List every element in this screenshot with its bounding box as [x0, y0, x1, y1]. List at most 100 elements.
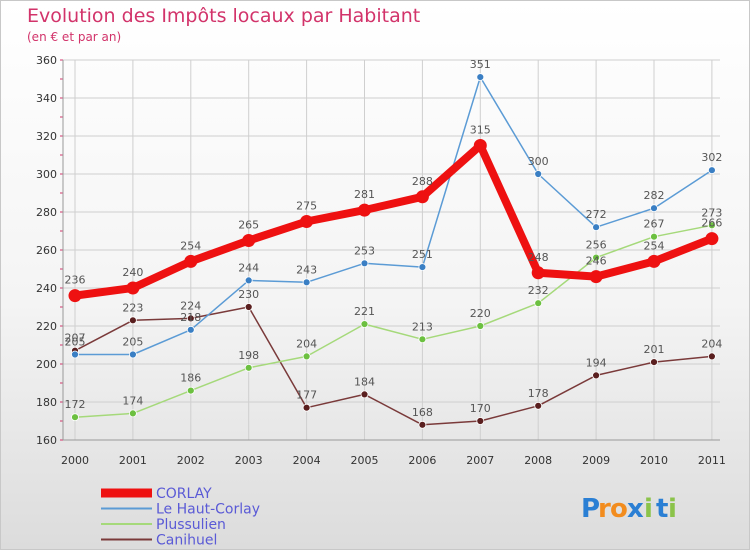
- series-plussulien: 172 174 186 198 204 221 213 220 232 256 267 273: [65, 206, 722, 422]
- data-point: [650, 204, 658, 213]
- y-tick-label: 180: [36, 396, 57, 409]
- data-point: [647, 254, 661, 268]
- data-point: [128, 316, 137, 325]
- data-point: [71, 350, 79, 359]
- logo-letter: t: [656, 494, 668, 524]
- data-label: 201: [644, 343, 665, 356]
- y-tick-label: 160: [36, 434, 57, 447]
- data-label: 243: [296, 263, 317, 276]
- y-tick-label: 360: [36, 54, 57, 67]
- data-point: [244, 363, 253, 372]
- data-label: 205: [65, 336, 86, 349]
- data-point: [184, 254, 198, 268]
- data-point: [534, 401, 543, 410]
- logo-letter: P: [581, 494, 600, 524]
- data-point: [589, 270, 603, 284]
- data-point: [534, 299, 543, 308]
- data-point: [476, 417, 485, 425]
- data-point: [708, 166, 716, 175]
- data-label: 240: [122, 266, 143, 279]
- data-label: 256: [586, 239, 607, 252]
- data-label: 168: [412, 406, 433, 419]
- data-point: [418, 420, 427, 429]
- data-point: [128, 350, 137, 359]
- series-line: [74, 76, 713, 356]
- data-point: [300, 215, 314, 228]
- series-line: [74, 306, 713, 426]
- y-tick-label: 280: [36, 206, 57, 219]
- data-label: 177: [296, 389, 317, 402]
- y-tick-label: 200: [36, 358, 57, 371]
- legend-label: Le Haut-Corlay: [156, 502, 260, 518]
- data-label: 174: [122, 394, 143, 407]
- data-label: 184: [354, 375, 375, 388]
- data-label: 267: [644, 218, 665, 231]
- data-label: 170: [470, 402, 491, 415]
- data-point: [650, 358, 658, 367]
- series-corlay: 236 240 254 265 275 281 288 315 248 246 254 266: [65, 124, 722, 303]
- data-label: 232: [528, 284, 549, 297]
- data-label: 266: [701, 217, 722, 230]
- x-tick-label: 2001: [119, 454, 147, 467]
- series-le-haut-corlay: 205 205 218 244 243 253 251 351 300 272 282 302: [65, 58, 722, 359]
- chart-subtitle: (en € et par an): [27, 30, 122, 44]
- data-label: 272: [586, 208, 607, 221]
- data-point: [242, 234, 256, 247]
- data-label: 186: [180, 372, 201, 385]
- legend-label: Plussulien: [156, 517, 226, 533]
- logo-letter: i: [668, 494, 677, 524]
- data-label: 220: [470, 307, 491, 320]
- data-point: [476, 322, 485, 330]
- x-tick-label: 2008: [524, 454, 552, 467]
- y-tick-label: 240: [36, 282, 57, 295]
- y-tick-label: 340: [36, 92, 57, 105]
- data-label: 224: [180, 299, 201, 312]
- logo-letter: x: [627, 494, 644, 524]
- x-tick-label: 2000: [61, 454, 89, 467]
- series-canihuel: 207 223 224 230 177 184 168 170 178 194 201 204: [65, 288, 722, 429]
- data-label: 265: [238, 219, 259, 232]
- data-point: [473, 139, 487, 152]
- data-label: 178: [528, 387, 549, 400]
- logo-letter: r: [598, 494, 611, 524]
- data-point: [415, 190, 429, 204]
- data-label: 281: [354, 188, 375, 201]
- data-label: 207: [65, 332, 86, 345]
- data-label: 302: [701, 151, 722, 164]
- data-point: [708, 221, 716, 230]
- data-label: 204: [701, 337, 722, 350]
- logo-letter: o: [610, 494, 628, 524]
- data-label: 221: [354, 305, 375, 318]
- data-label: 194: [586, 356, 607, 369]
- axes: 160 180 200 220 240 260 280 300 320 340 360 2000 200…: [36, 54, 726, 467]
- y-tick-label: 320: [36, 130, 57, 143]
- grid: [63, 59, 720, 441]
- data-label: 204: [296, 337, 317, 350]
- data-label: 254: [180, 239, 201, 252]
- data-label: 236: [65, 274, 86, 287]
- data-point: [128, 409, 137, 418]
- data-point: [186, 325, 195, 334]
- data-label: 254: [644, 239, 665, 252]
- data-point: [360, 320, 369, 329]
- data-label: 244: [238, 261, 259, 274]
- data-label: 230: [238, 288, 259, 301]
- x-tick-label: 2005: [351, 454, 379, 467]
- data-point: [186, 314, 195, 323]
- data-label: 246: [586, 255, 607, 268]
- series-line: [74, 224, 713, 418]
- data-point: [592, 371, 600, 380]
- data-point: [302, 403, 311, 412]
- data-label: 351: [470, 58, 491, 71]
- logo-letter: i: [644, 494, 653, 524]
- data-point: [534, 170, 543, 178]
- data-label: 213: [412, 320, 433, 333]
- data-label: 198: [238, 349, 259, 362]
- data-label: 275: [296, 200, 317, 213]
- data-point: [302, 352, 311, 361]
- x-tick-label: 2006: [408, 454, 436, 467]
